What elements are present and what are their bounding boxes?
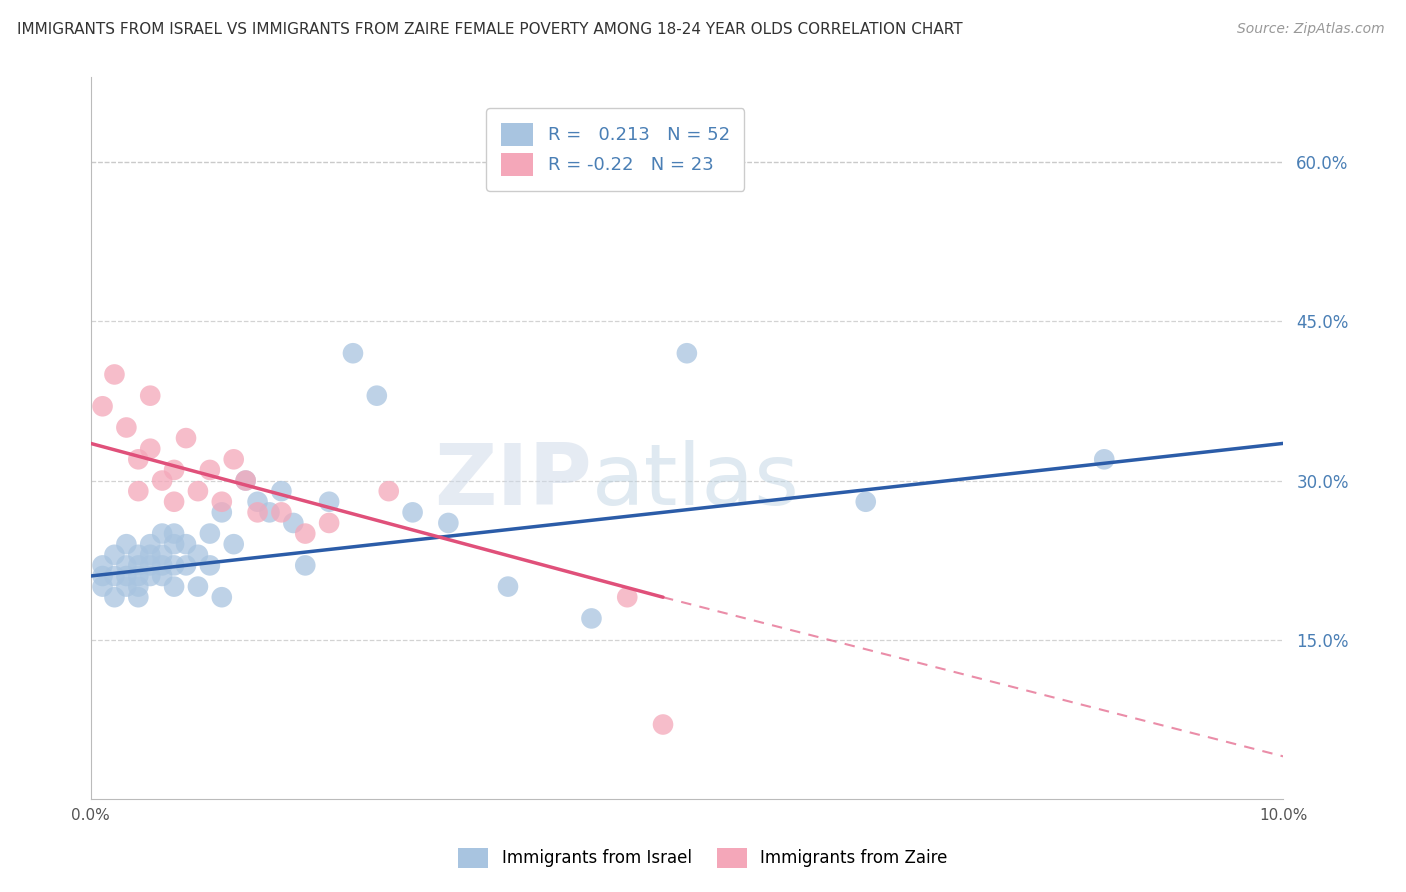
Point [259, 505, 281, 519]
Text: ZIP: ZIP [433, 440, 592, 523]
Point [163, 558, 186, 573]
Point [211, 505, 233, 519]
Point [127, 591, 149, 605]
Point [496, 580, 519, 594]
Point [270, 505, 292, 519]
Point [127, 569, 149, 583]
Text: Source: ZipAtlas.com: Source: ZipAtlas.com [1237, 22, 1385, 37]
Point [91, 558, 114, 573]
Point [139, 389, 162, 403]
Point [222, 452, 245, 467]
Point [150, 569, 173, 583]
Point [150, 548, 173, 562]
Point [127, 580, 149, 594]
Point [855, 494, 877, 508]
Text: IMMIGRANTS FROM ISRAEL VS IMMIGRANTS FROM ZAIRE FEMALE POVERTY AMONG 18-24 YEAR : IMMIGRANTS FROM ISRAEL VS IMMIGRANTS FRO… [17, 22, 963, 37]
Point [187, 580, 209, 594]
Point [211, 494, 233, 508]
Point [198, 526, 221, 541]
Point [103, 548, 125, 562]
Point [1092, 452, 1115, 467]
Point [103, 368, 125, 382]
Point [211, 591, 233, 605]
Point [127, 548, 149, 562]
Point [222, 537, 245, 551]
Point [139, 558, 162, 573]
Point [163, 494, 186, 508]
Point [318, 516, 340, 530]
Point [150, 526, 173, 541]
Point [127, 452, 149, 467]
Point [318, 494, 340, 508]
Point [163, 463, 186, 477]
Point [652, 717, 675, 731]
Point [187, 484, 209, 499]
Legend: R =   0.213   N = 52, R = -0.22   N = 23: R = 0.213 N = 52, R = -0.22 N = 23 [486, 108, 744, 191]
Point [163, 580, 186, 594]
Point [187, 548, 209, 562]
Point [270, 484, 292, 499]
Point [283, 516, 305, 530]
Point [163, 526, 186, 541]
Point [174, 431, 197, 445]
Point [342, 346, 364, 360]
Point [115, 569, 138, 583]
Point [127, 558, 149, 573]
Point [115, 420, 138, 434]
Legend: Immigrants from Israel, Immigrants from Zaire: Immigrants from Israel, Immigrants from … [451, 841, 955, 875]
Point [437, 516, 460, 530]
Point [377, 484, 399, 499]
Point [150, 558, 173, 573]
Point [616, 591, 638, 605]
Point [115, 537, 138, 551]
Point [174, 537, 197, 551]
Point [115, 580, 138, 594]
Point [246, 494, 269, 508]
Point [163, 537, 186, 551]
Point [246, 505, 269, 519]
Point [91, 580, 114, 594]
Point [198, 558, 221, 573]
Point [294, 558, 316, 573]
Point [127, 484, 149, 499]
Point [174, 558, 197, 573]
Text: atlas: atlas [592, 440, 800, 523]
Point [366, 389, 388, 403]
Point [139, 569, 162, 583]
Point [103, 569, 125, 583]
Point [91, 569, 114, 583]
Point [294, 526, 316, 541]
Point [91, 399, 114, 413]
Point [103, 591, 125, 605]
Point [139, 548, 162, 562]
Point [115, 558, 138, 573]
Point [139, 537, 162, 551]
Point [235, 474, 257, 488]
Point [401, 505, 423, 519]
Point [198, 463, 221, 477]
Point [676, 346, 699, 360]
Point [581, 611, 603, 625]
Point [150, 474, 173, 488]
Point [235, 474, 257, 488]
Point [139, 442, 162, 456]
